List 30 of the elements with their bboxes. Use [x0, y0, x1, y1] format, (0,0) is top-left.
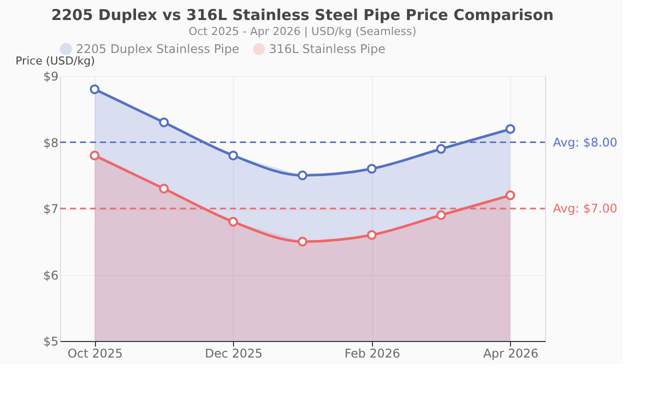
- x-tick-label: Oct 2025: [68, 346, 123, 360]
- point: [90, 150, 100, 160]
- legend-label: 2205 Duplex Stainless Pipe: [76, 42, 240, 56]
- x-tick-label: Dec 2025: [204, 346, 263, 360]
- y-axis-title: Price (USD/kg): [16, 54, 95, 68]
- y-tick-label: $6: [43, 268, 58, 282]
- x-tick-label: Apr 2026: [483, 346, 538, 360]
- chart-title: 2205 Duplex vs 316L Stainless Steel Pipe Price Comparison: [51, 6, 554, 24]
- ref-line-label: Avg: $8.00: [553, 135, 618, 150]
- legend-label: 316L Stainless Pipe: [269, 42, 386, 56]
- point: [228, 216, 238, 227]
- point: [159, 184, 169, 194]
- point: [436, 144, 446, 154]
- point: [298, 236, 308, 246]
- point: [298, 170, 308, 180]
- chart-subtitle: Oct 2025 - Apr 2026 | USD/kg (Seamless): [188, 25, 416, 38]
- y-tick-label: $8: [43, 136, 58, 150]
- point: [159, 118, 169, 128]
- x-tick-label: Feb 2026: [344, 346, 400, 360]
- point: [366, 164, 377, 174]
- point: [90, 84, 100, 94]
- point: [436, 210, 446, 220]
- point: [505, 190, 516, 200]
- y-tick-label: $5: [43, 334, 58, 348]
- point: [366, 230, 377, 240]
- point: [505, 124, 516, 134]
- point: [228, 150, 238, 160]
- y-tick-label: $9: [43, 70, 58, 84]
- ref-line-label: Avg: $7.00: [553, 202, 618, 216]
- y-tick-label: $7: [43, 202, 58, 216]
